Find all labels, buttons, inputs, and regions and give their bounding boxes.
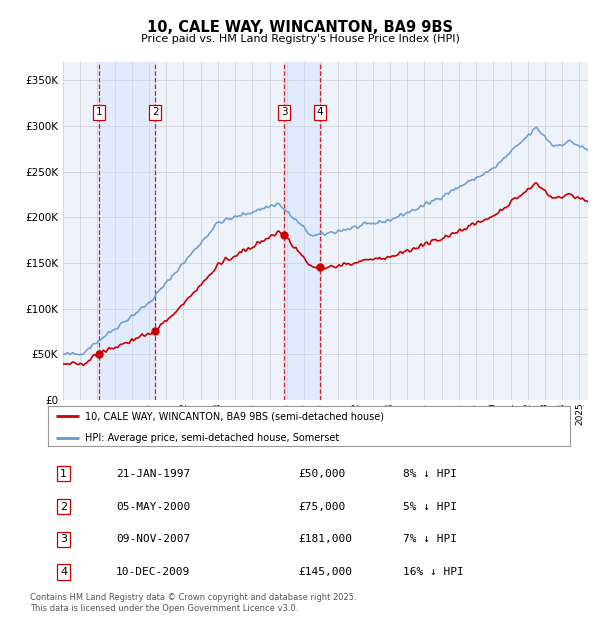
Text: 21-JAN-1997: 21-JAN-1997: [116, 469, 190, 479]
Text: 09-NOV-2007: 09-NOV-2007: [116, 534, 190, 544]
Text: 3: 3: [60, 534, 67, 544]
Text: HPI: Average price, semi-detached house, Somerset: HPI: Average price, semi-detached house,…: [85, 433, 339, 443]
Text: 05-MAY-2000: 05-MAY-2000: [116, 502, 190, 512]
Text: 4: 4: [317, 107, 323, 117]
Text: 3: 3: [281, 107, 287, 117]
Text: 2: 2: [60, 502, 67, 512]
Text: 2: 2: [152, 107, 158, 117]
Bar: [284, 62, 320, 400]
Text: 1: 1: [60, 469, 67, 479]
Text: 16% ↓ HPI: 16% ↓ HPI: [403, 567, 464, 577]
Text: 7% ↓ HPI: 7% ↓ HPI: [403, 534, 457, 544]
Text: £181,000: £181,000: [299, 534, 353, 544]
Text: 10, CALE WAY, WINCANTON, BA9 9BS: 10, CALE WAY, WINCANTON, BA9 9BS: [147, 20, 453, 35]
Text: 8% ↓ HPI: 8% ↓ HPI: [403, 469, 457, 479]
Point: [150, 327, 160, 337]
Text: £50,000: £50,000: [299, 469, 346, 479]
Point: [94, 349, 103, 359]
Text: 5% ↓ HPI: 5% ↓ HPI: [403, 502, 457, 512]
Text: Price paid vs. HM Land Registry's House Price Index (HPI): Price paid vs. HM Land Registry's House …: [140, 34, 460, 44]
Text: £75,000: £75,000: [299, 502, 346, 512]
Text: 4: 4: [60, 567, 67, 577]
Text: 1: 1: [95, 107, 102, 117]
Point: [316, 262, 325, 272]
Text: Contains HM Land Registry data © Crown copyright and database right 2025.
This d: Contains HM Land Registry data © Crown c…: [30, 593, 356, 613]
Bar: [98, 62, 155, 400]
Text: 10-DEC-2009: 10-DEC-2009: [116, 567, 190, 577]
Point: [280, 229, 289, 239]
Text: 10, CALE WAY, WINCANTON, BA9 9BS (semi-detached house): 10, CALE WAY, WINCANTON, BA9 9BS (semi-d…: [85, 412, 383, 422]
Text: £145,000: £145,000: [299, 567, 353, 577]
